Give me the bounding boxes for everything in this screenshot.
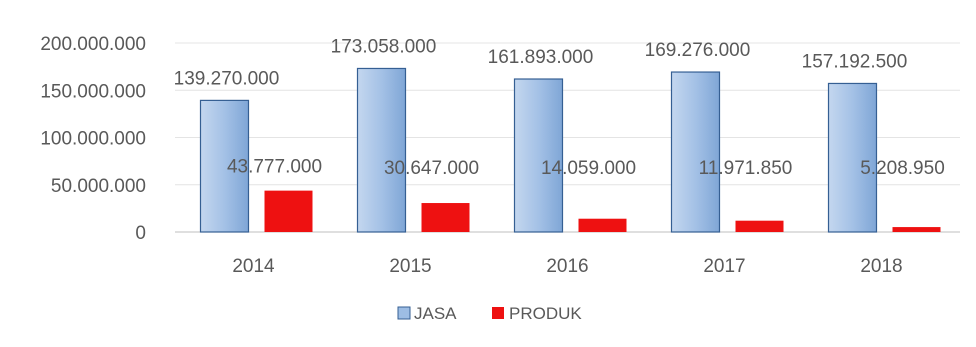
bar-jasa	[199, 99, 250, 233]
legend-swatch-produk	[492, 307, 504, 319]
bar-jasa	[670, 71, 721, 233]
bar-produk	[578, 218, 627, 232]
legend: JASA PRODUK	[397, 304, 582, 323]
x-tick-label: 2018	[860, 256, 902, 277]
bar-produk	[892, 227, 941, 232]
y-tick-label: 0	[135, 223, 146, 244]
y-tick-label: 50.000.000	[51, 176, 146, 197]
data-label-jasa: 169.276.000	[645, 40, 751, 61]
data-label-jasa: 139.270.000	[174, 68, 280, 89]
y-tick-label: 200.000.000	[40, 34, 146, 55]
x-tick-label: 2015	[389, 256, 431, 277]
data-label-produk: 30.647.000	[384, 158, 479, 179]
legend-label-jasa: JASA	[414, 304, 457, 323]
bar-produk	[421, 203, 470, 232]
x-tick-label: 2017	[703, 256, 745, 277]
data-label-jasa: 157.192.500	[802, 51, 908, 72]
y-axis: 0 50.000.000 100.000.000 150.000.000 200.000…	[40, 34, 146, 244]
data-labels: 139.270.000 43.777.000 173.058.000 30.647.0…	[174, 36, 945, 179]
y-tick-label: 150.000.000	[40, 81, 146, 102]
data-label-produk: 11.971.850	[699, 158, 793, 179]
data-label-produk: 5.208.950	[860, 158, 945, 179]
x-axis: 2014 2015 2016 2017 2018	[232, 256, 902, 277]
bar-produk	[264, 190, 313, 232]
legend-swatch-jasa	[397, 306, 411, 320]
legend-label-produk: PRODUK	[509, 304, 582, 323]
bars	[199, 67, 941, 233]
bar-jasa	[513, 78, 564, 233]
bar-jasa	[356, 67, 407, 233]
data-label-jasa: 173.058.000	[331, 36, 437, 57]
bar-jasa	[827, 82, 878, 233]
data-label-jasa: 161.893.000	[488, 47, 594, 68]
data-label-produk: 43.777.000	[227, 157, 322, 178]
data-label-produk: 14.059.000	[541, 158, 636, 179]
bar-produk	[735, 220, 784, 232]
x-tick-label: 2016	[546, 256, 588, 277]
x-tick-label: 2014	[232, 256, 275, 277]
y-tick-label: 100.000.000	[40, 129, 146, 150]
